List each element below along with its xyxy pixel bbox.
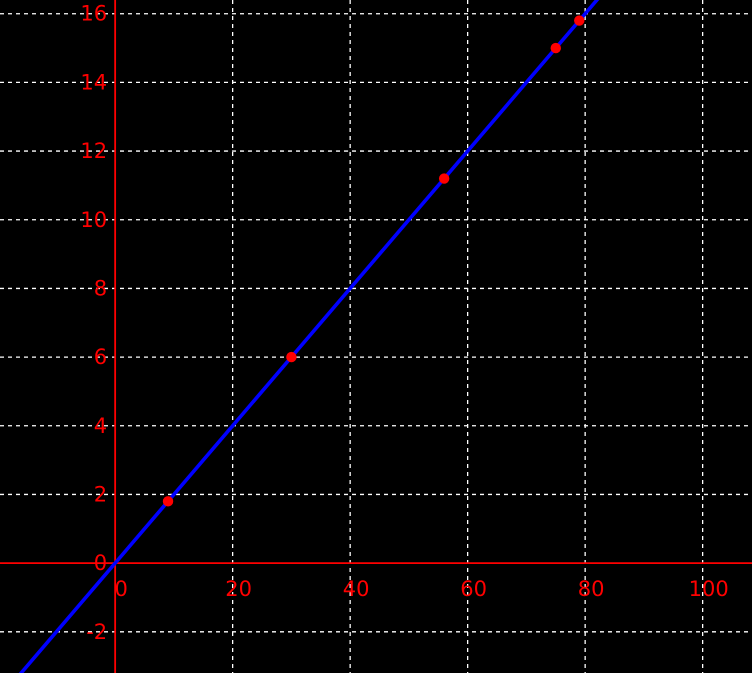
data-point (286, 351, 297, 363)
y-tick-label: 12 (80, 139, 107, 163)
data-point (550, 42, 561, 54)
y-tick-label: 8 (94, 276, 107, 300)
data-point (162, 496, 174, 507)
y-tick-label: 2 (94, 482, 107, 506)
y-tick-label: -2 (86, 620, 107, 644)
x-tick-label: 60 (460, 577, 487, 601)
x-tick-label: 0 (114, 577, 127, 601)
x-tick-label: 40 (343, 577, 370, 601)
y-tick-label: 0 (94, 551, 107, 575)
data-point (438, 173, 450, 184)
y-tick-label: 6 (94, 345, 107, 369)
x-tick-label: 20 (225, 577, 252, 601)
data-point (574, 15, 585, 26)
y-tick-label: 4 (94, 414, 107, 438)
x-tick-label: 80 (578, 577, 605, 601)
x-tick-label: 100 (689, 577, 729, 601)
y-tick-label: 10 (80, 208, 107, 232)
y-tick-label: 16 (80, 2, 107, 26)
y-tick-label: 14 (80, 70, 107, 94)
